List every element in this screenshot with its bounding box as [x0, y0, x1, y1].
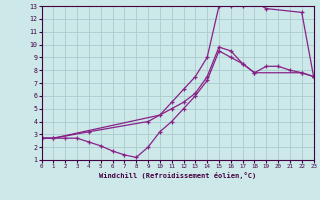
X-axis label: Windchill (Refroidissement éolien,°C): Windchill (Refroidissement éolien,°C) — [99, 172, 256, 179]
